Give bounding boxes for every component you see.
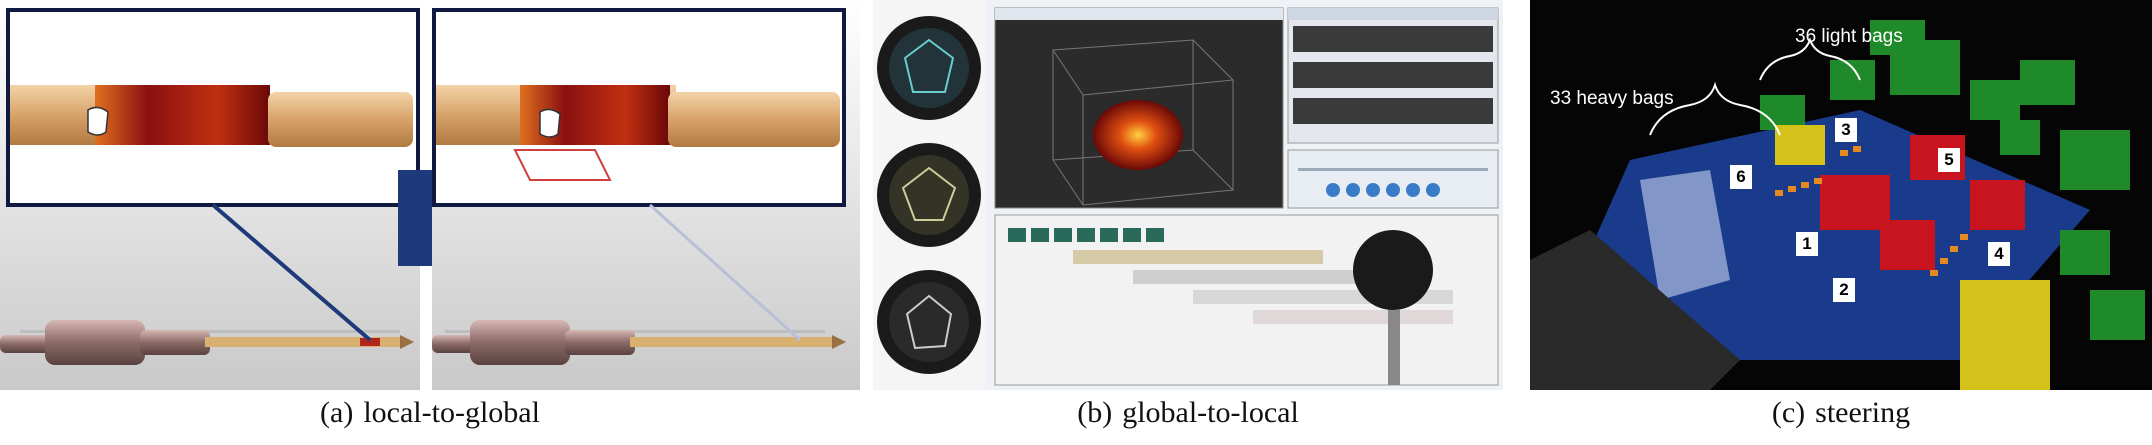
caption-b-text: global-to-local — [1122, 396, 1299, 429]
caption-a-letter: (a) — [320, 396, 354, 429]
caption-a: (a) local-to-global — [0, 396, 860, 430]
panel-c-steering: 33 heavy bags 36 light bags 1 2 3 4 5 6 — [1530, 0, 2152, 390]
steering-illustration — [1530, 0, 2152, 390]
heavy-bags-buildings — [1775, 125, 2050, 390]
hand-cursor-icon — [87, 106, 109, 136]
rewind-button[interactable] — [1326, 183, 1340, 197]
marker-6: 6 — [1730, 165, 1752, 189]
panel-a-local-to-global — [0, 0, 860, 390]
timeline-panel[interactable] — [1287, 149, 1499, 209]
caption-b: (b) global-to-local — [873, 396, 1503, 430]
radar-widget-3[interactable] — [877, 270, 981, 374]
caption-a-text: local-to-global — [363, 396, 540, 429]
marker-3: 3 — [1835, 118, 1857, 142]
render-view[interactable] — [994, 7, 1284, 209]
selection-outline — [513, 149, 612, 181]
hand-cursor-icon-right — [539, 108, 561, 138]
global-to-local-illustration — [873, 0, 1503, 390]
volume-blob — [1093, 100, 1183, 170]
radar-widget-2[interactable] — [877, 143, 981, 247]
local-view-left — [0, 0, 420, 390]
radar-widget-1[interactable] — [877, 16, 981, 120]
marker-5: 5 — [1938, 148, 1960, 172]
red-buildings — [1820, 135, 2025, 270]
caption-c: (c) steering — [1530, 396, 2152, 430]
fast-forward-button[interactable] — [1426, 183, 1440, 197]
light-bags-bracket — [1759, 37, 1861, 81]
stop-button[interactable] — [1386, 183, 1400, 197]
step-back-button[interactable] — [1346, 183, 1360, 197]
caption-c-letter: (c) — [1771, 396, 1806, 429]
panel-b-global-to-local — [873, 0, 1503, 390]
caption-c-text: steering — [1815, 396, 1911, 429]
marker-4: 4 — [1988, 242, 2010, 266]
marker-2: 2 — [1833, 278, 1855, 302]
local-to-global-illustration — [0, 0, 860, 390]
caption-b-letter: (b) — [1077, 396, 1113, 429]
light-bags-label: 36 light bags — [1795, 26, 1903, 47]
step-forward-button[interactable] — [1406, 183, 1420, 197]
magnifier-lens[interactable] — [1353, 230, 1433, 310]
play-button[interactable] — [1366, 183, 1380, 197]
heavy-bags-label: 33 heavy bags — [1550, 88, 1674, 109]
exploration-tree[interactable] — [994, 214, 1499, 386]
local-view-right — [432, 0, 860, 390]
sandbag-trails — [1775, 146, 1968, 276]
heavy-bags-bracket — [1649, 81, 1781, 136]
sequence-panel[interactable] — [1287, 7, 1499, 144]
light-bags-buildings — [1760, 20, 2145, 340]
marker-1: 1 — [1796, 232, 1818, 256]
